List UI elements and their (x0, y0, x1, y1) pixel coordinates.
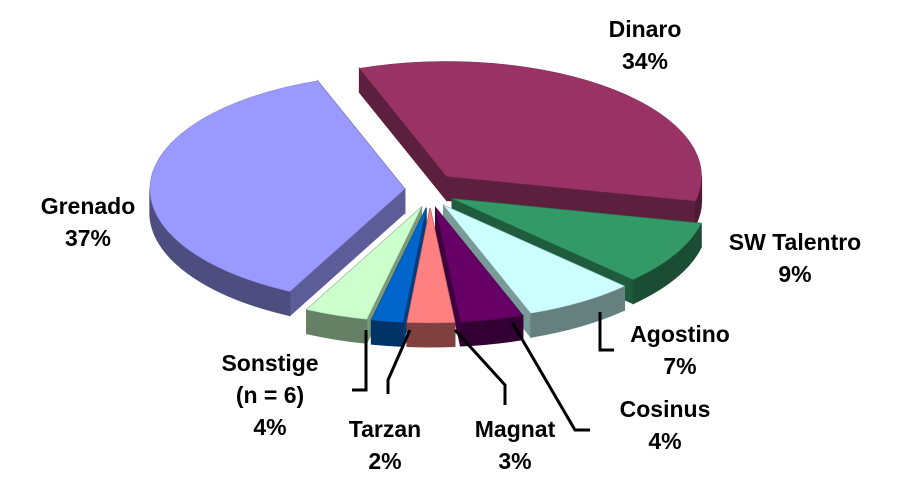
slice-top (306, 206, 422, 320)
slice-label: Grenado 37% (13, 190, 163, 254)
slice-top (452, 198, 702, 280)
category-label: Grenado (40, 193, 136, 219)
slice (406, 207, 456, 348)
slice (149, 79, 406, 317)
slice-label: Tarzan 2% (330, 413, 440, 477)
category-label: Agostino (630, 321, 730, 347)
slice-side (370, 319, 404, 347)
value-label: 4% (648, 428, 682, 454)
value-label: 3% (498, 448, 532, 474)
slice-top (406, 207, 456, 324)
slice-label: Magnat 3% (455, 413, 575, 477)
slice-label: SW Talentro 9% (695, 226, 895, 290)
slice-top (149, 80, 406, 292)
category-label: Cosinus (619, 396, 711, 422)
slice-top (435, 207, 524, 323)
value-label: 4% (253, 414, 287, 440)
leader-line (386, 329, 412, 394)
leader-line (510, 321, 590, 432)
slice-side (406, 321, 456, 348)
category-label: Dinaro (608, 16, 682, 42)
slice-label: Sonstige (n = 6) 4% (210, 347, 330, 443)
slice-label: Cosinus 4% (605, 393, 725, 457)
value-label: 9% (778, 261, 812, 287)
slice-top (443, 204, 626, 314)
leader-line (453, 328, 507, 405)
value-label: 34% (621, 48, 669, 74)
slice-label: Dinaro 34% (565, 13, 725, 77)
slice (435, 206, 524, 347)
leader-line (352, 330, 368, 392)
value-label: 7% (663, 353, 697, 379)
slice (358, 61, 703, 226)
slice-label: Agostino 7% (610, 318, 750, 382)
slice-top (358, 61, 702, 202)
value-label: 2% (368, 448, 402, 474)
category-label: SW Talentro (728, 229, 862, 255)
leader-line (598, 312, 614, 352)
slices (149, 61, 703, 348)
slice-top (371, 207, 427, 323)
value-label: 37% (64, 225, 112, 251)
category-label: Tarzan (348, 416, 422, 442)
category-label: Sonstige (n = 6) (221, 350, 319, 408)
category-label: Magnat (474, 416, 556, 442)
